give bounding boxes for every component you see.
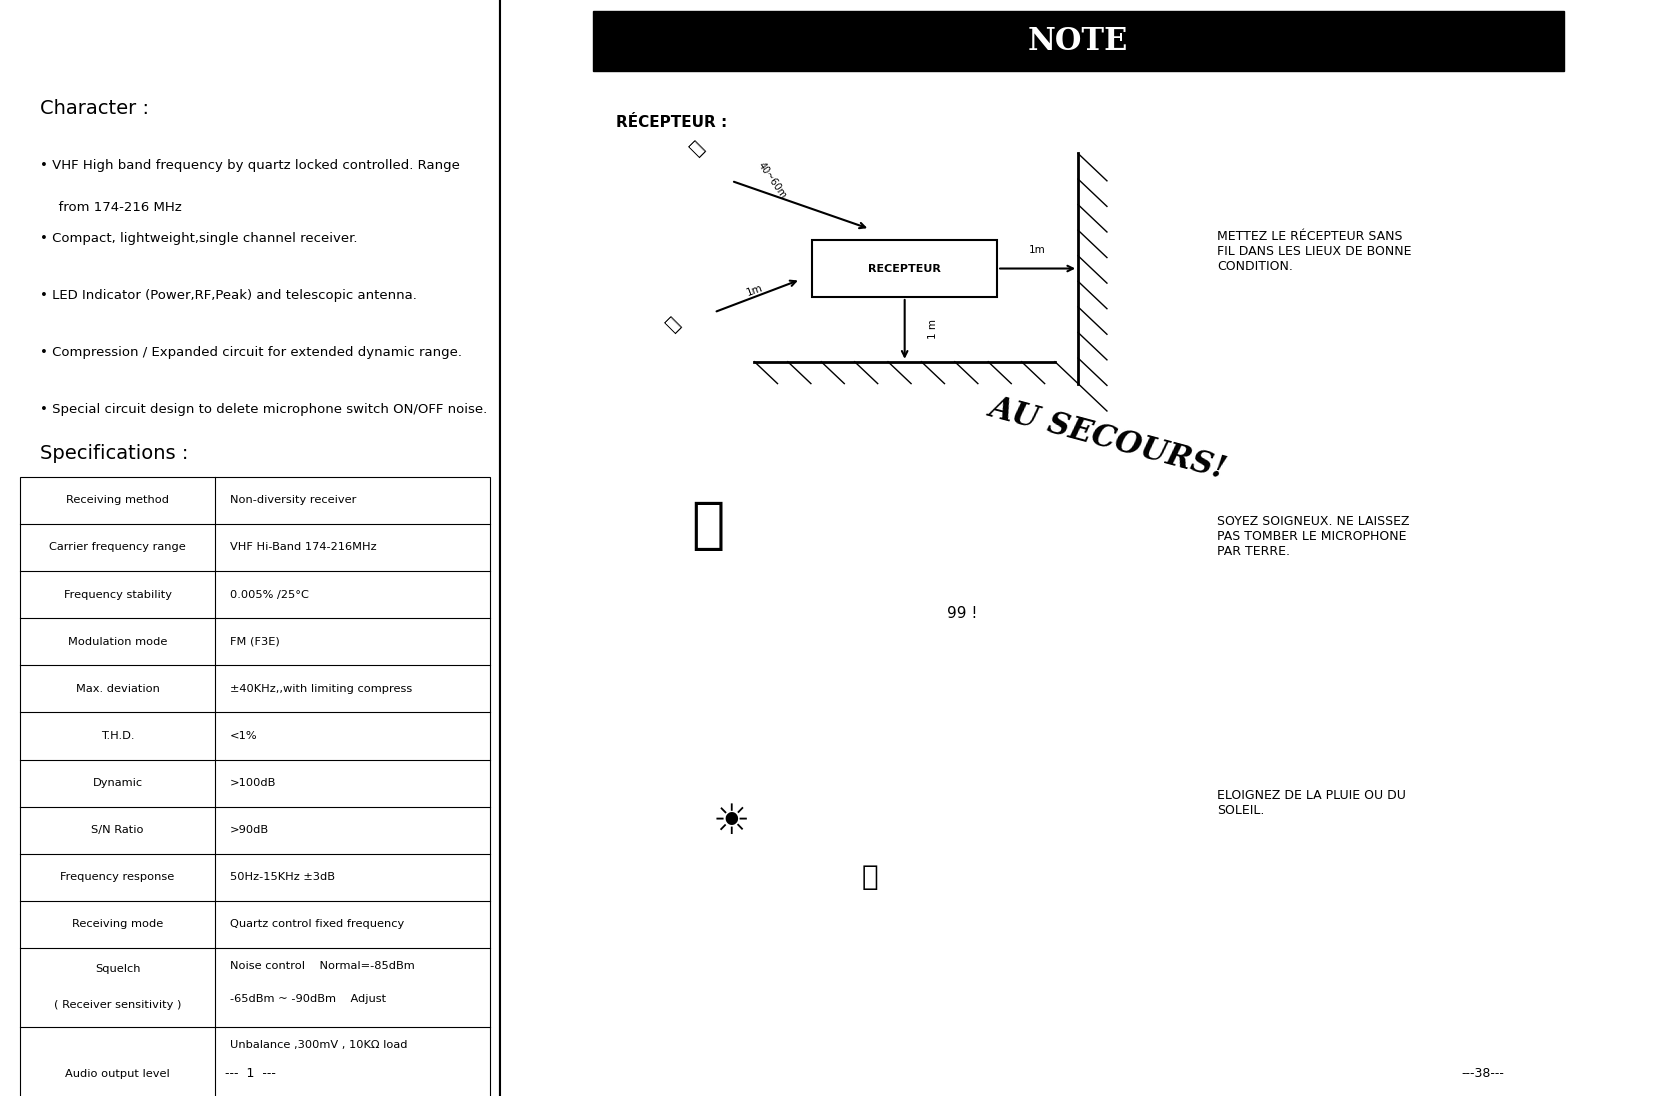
Text: ---38---: ---38---: [1460, 1066, 1503, 1080]
Text: SOYEZ SOIGNEUX. NE LAISSEZ
PAS TOMBER LE MICROPHONE
PAR TERRE.: SOYEZ SOIGNEUX. NE LAISSEZ PAS TOMBER LE…: [1216, 515, 1408, 558]
Text: >90dB: >90dB: [230, 825, 270, 835]
Text: Frequency response: Frequency response: [60, 872, 174, 882]
Text: 99 !: 99 !: [947, 606, 976, 621]
Text: 👤: 👤: [692, 499, 725, 553]
Text: Non-diversity receiver: Non-diversity receiver: [230, 495, 356, 505]
Text: ELOIGNEZ DE LA PLUIE OU DU
SOLEIL.: ELOIGNEZ DE LA PLUIE OU DU SOLEIL.: [1216, 789, 1405, 818]
Text: 🎤: 🎤: [662, 312, 684, 334]
Text: • VHF High band frequency by quartz locked controlled. Range: • VHF High band frequency by quartz lock…: [40, 159, 460, 172]
Text: • Special circuit design to delete microphone switch ON/OFF noise.: • Special circuit design to delete micro…: [40, 403, 487, 416]
Text: 40~60m: 40~60m: [755, 161, 788, 201]
Text: 🌊: 🌊: [861, 863, 877, 891]
Text: 1m: 1m: [1029, 246, 1046, 255]
Text: ( Receiver sensitivity ): ( Receiver sensitivity ): [55, 1000, 180, 1009]
Text: Max. deviation: Max. deviation: [76, 684, 159, 694]
Text: T.H.D.: T.H.D.: [101, 731, 134, 741]
Text: Receiving method: Receiving method: [66, 495, 169, 505]
Text: 1 m: 1 m: [927, 319, 937, 340]
Text: 50Hz-15KHz ±3dB: 50Hz-15KHz ±3dB: [230, 872, 334, 882]
Text: Specifications :: Specifications :: [40, 444, 189, 463]
Text: 0.005% /25°C: 0.005% /25°C: [230, 590, 309, 600]
Text: >100dB: >100dB: [230, 778, 276, 788]
Text: 🎤: 🎤: [685, 137, 707, 159]
Text: • Compact, lightweight,single channel receiver.: • Compact, lightweight,single channel re…: [40, 232, 357, 246]
Text: <1%: <1%: [230, 731, 258, 741]
Text: Squelch: Squelch: [94, 964, 141, 974]
Text: Noise control    Normal=-85dBm: Noise control Normal=-85dBm: [230, 961, 414, 971]
Text: Audio output level: Audio output level: [65, 1069, 170, 1078]
Text: • Compression / Expanded circuit for extended dynamic range.: • Compression / Expanded circuit for ext…: [40, 346, 462, 359]
Bar: [592, 11, 1562, 71]
Text: RECEPTEUR: RECEPTEUR: [867, 263, 940, 274]
Text: -65dBm ~ -90dBm    Adjust: -65dBm ~ -90dBm Adjust: [230, 994, 386, 1004]
Text: RÉCEPTEUR :: RÉCEPTEUR :: [616, 115, 727, 130]
Bar: [20, 477, 490, 1096]
Text: ±40KHz,,with limiting compress: ±40KHz,,with limiting compress: [230, 684, 412, 694]
Text: 1m: 1m: [745, 283, 763, 298]
Text: METTEZ LE RÉCEPTEUR SANS
FIL DANS LES LIEUX DE BONNE
CONDITION.: METTEZ LE RÉCEPTEUR SANS FIL DANS LES LI…: [1216, 230, 1410, 273]
Text: ---  1  ---: --- 1 ---: [225, 1066, 275, 1080]
Text: Receiving mode: Receiving mode: [71, 920, 164, 929]
Text: FM (F3E): FM (F3E): [230, 637, 280, 647]
Text: AU SECOURS!: AU SECOURS!: [985, 391, 1230, 486]
Text: Modulation mode: Modulation mode: [68, 637, 167, 647]
Text: Carrier frequency range: Carrier frequency range: [50, 543, 185, 552]
Text: NOTE: NOTE: [1028, 25, 1127, 57]
Text: Unbalance ,300mV , 10KΩ load: Unbalance ,300mV , 10KΩ load: [230, 1040, 407, 1050]
Text: Quartz control fixed frequency: Quartz control fixed frequency: [230, 920, 404, 929]
Text: VHF Hi-Band 174-216MHz: VHF Hi-Band 174-216MHz: [230, 543, 376, 552]
Text: Frequency stability: Frequency stability: [63, 590, 172, 600]
Text: Character :: Character :: [40, 99, 149, 117]
Text: S/N Ratio: S/N Ratio: [91, 825, 144, 835]
Text: ☀️: ☀️: [712, 801, 750, 843]
Text: • LED Indicator (Power,RF,Peak) and telescopic antenna.: • LED Indicator (Power,RF,Peak) and tele…: [40, 289, 417, 302]
Bar: [811, 240, 996, 297]
Text: Dynamic: Dynamic: [93, 778, 142, 788]
Text: from 174-216 MHz: from 174-216 MHz: [50, 201, 182, 214]
